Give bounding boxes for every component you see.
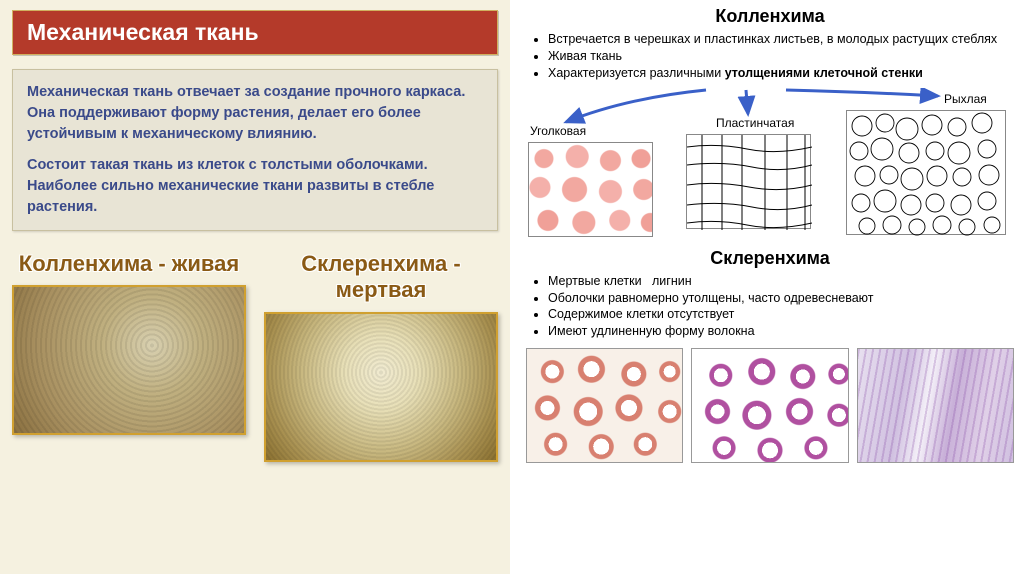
info-p2: Состоит такая ткань из клеток с толстыми… (27, 155, 483, 218)
lignin-note: лигнин (652, 274, 692, 288)
collenchyma-types: Уголковая Пластинчатая Рыхлая (526, 88, 1014, 238)
coll-b3: Характеризуется различными утолщениями к… (548, 65, 1014, 82)
scl-b2: Оболочки равномерно утолщены, часто одре… (548, 290, 1014, 307)
left-panel: Механическая ткань Механическая ткань от… (0, 0, 510, 574)
right-panel: Колленхима Встречается в черешках и плас… (510, 0, 1024, 574)
subtype-row: Колленхима - живая Склеренхима - мертвая (12, 251, 498, 462)
scl-b4: Имеют удлиненную форму волокна (548, 323, 1014, 340)
sclerenchyma-col: Склеренхима - мертвая (264, 251, 498, 462)
scl-image-row (526, 348, 1014, 463)
info-p1: Механическая ткань отвечает за создание … (27, 82, 483, 145)
coll-bold-tail: утолщениями клеточной стенки (725, 66, 923, 80)
scl-image-2 (691, 348, 848, 463)
sclerenchyma-heading: Склеренхима (526, 248, 1014, 269)
scl-b3: Содержимое клетки отсутствует (548, 306, 1014, 323)
loose-svg (847, 111, 1007, 236)
info-box: Механическая ткань отвечает за создание … (12, 69, 498, 231)
collenchyma-micrograph (12, 285, 246, 435)
collenchyma-label: Колленхима - живая (12, 251, 246, 277)
collenchyma-col: Колленхима - живая (12, 251, 246, 462)
sclerenchyma-bullets: Мертвые клетки лигнин Оболочки равномерн… (526, 273, 1014, 341)
scl-image-3 (857, 348, 1014, 463)
coll-type3-image (846, 110, 1006, 235)
collenchyma-heading: Колленхима (526, 6, 1014, 27)
main-title: Механическая ткань (12, 10, 498, 55)
coll-type1-image (528, 142, 653, 237)
sclerenchyma-label: Склеренхима - мертвая (264, 251, 498, 304)
coll-b2: Живая ткань (548, 48, 1014, 65)
scl-b1: Мертвые клетки лигнин (548, 273, 1014, 290)
plast-svg (687, 135, 812, 230)
coll-b1: Встречается в черешках и пластинках лист… (548, 31, 1014, 48)
collenchyma-bullets: Встречается в черешках и пластинках лист… (526, 31, 1014, 82)
scl-image-1 (526, 348, 683, 463)
sclerenchyma-micrograph (264, 312, 498, 462)
coll-type2-image (686, 134, 811, 229)
